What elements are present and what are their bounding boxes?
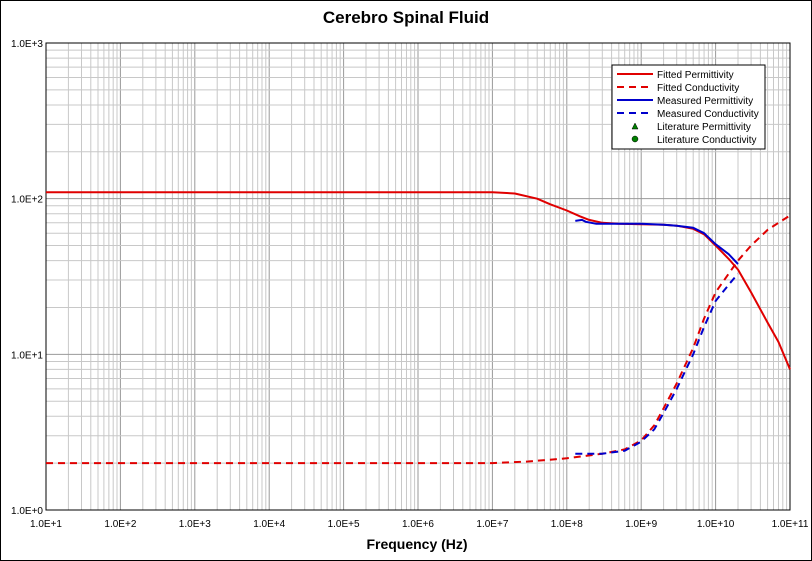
legend-label: Literature Permittivity (657, 122, 751, 133)
plot-area (45, 42, 791, 511)
legend: Fitted Permittivity Fitted Conductivity Me… (611, 64, 766, 150)
x-tick-label: 1.0E+1 (30, 519, 62, 530)
x-tick-label: 1.0E+4 (253, 519, 285, 530)
legend-circle-marker (631, 135, 639, 143)
series-line-fitted-conductivity (46, 214, 791, 465)
legend-label: Measured Conductivity (657, 109, 759, 120)
y-tick-label: 1.0E+3 (11, 39, 43, 50)
series-line-measured-permittivity (575, 218, 739, 265)
y-tick-label: 1.0E+2 (11, 195, 43, 206)
series-layer (46, 191, 791, 465)
x-tick-label: 1.0E+8 (551, 519, 583, 530)
x-tick-label: 1.0E+3 (179, 519, 211, 530)
legend-label: Fitted Conductivity (657, 83, 739, 94)
x-tick-label: 1.0E+11 (772, 519, 809, 530)
series-line-measured-conductivity (575, 272, 739, 455)
chart-title: Cerebro Spinal Fluid (323, 8, 489, 27)
plot-grid (45, 43, 790, 511)
x-tick-label: 1.0E+6 (402, 519, 434, 530)
y-tick-label: 1.0E+1 (11, 350, 43, 361)
x-tick-label: 1.0E+2 (104, 519, 136, 530)
x-tick-label: 1.0E+9 (625, 519, 657, 530)
y-tick-label: 1.0E+0 (11, 506, 43, 517)
x-axis-label: Frequency (Hz) (366, 536, 467, 552)
x-tick-labels: 1.0E+1 1.0E+2 1.0E+3 1.0E+4 1.0E+5 1.0E+6 1.0E… (30, 519, 809, 530)
legend-box (611, 64, 766, 150)
x-tick-label: 1.0E+5 (328, 519, 360, 530)
x-tick-label: 1.0E+10 (697, 519, 735, 530)
legend-label: Measured Permittivity (657, 96, 753, 107)
legend-label: Fitted Permittivity (657, 70, 734, 81)
legend-label: Literature Conductivity (657, 135, 757, 146)
legend-triangle-marker (631, 122, 639, 130)
x-tick-label: 1.0E+7 (476, 519, 508, 530)
y-tick-labels: 1.0E+0 1.0E+1 1.0E+2 1.0E+3 (11, 39, 43, 517)
